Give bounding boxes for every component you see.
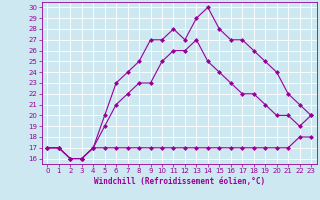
X-axis label: Windchill (Refroidissement éolien,°C): Windchill (Refroidissement éolien,°C)	[94, 177, 265, 186]
